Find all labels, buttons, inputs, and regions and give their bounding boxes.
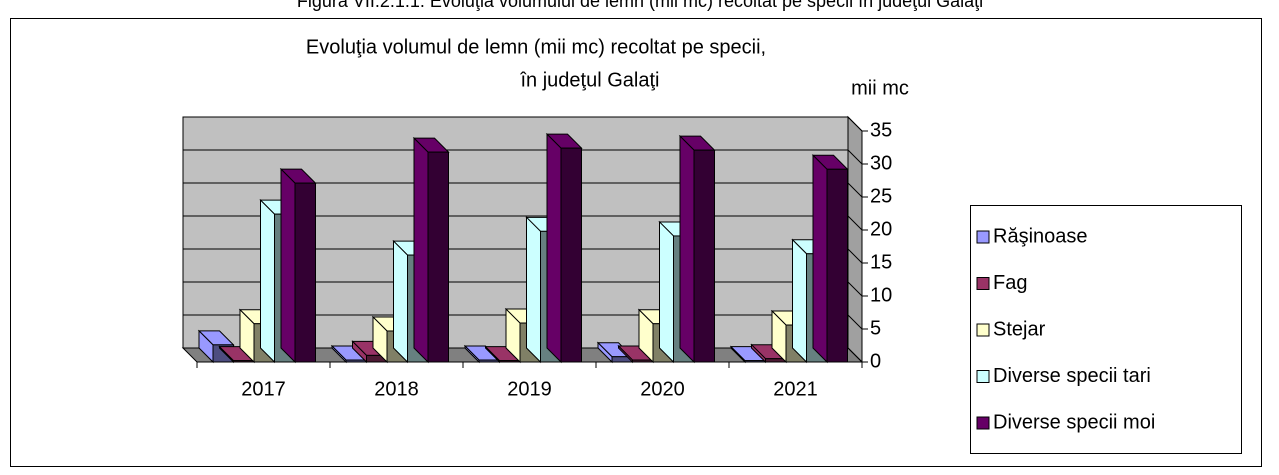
bar-front <box>826 168 848 363</box>
bar <box>545 132 583 364</box>
bar-side <box>413 136 429 364</box>
bar <box>811 154 849 364</box>
y-tick-label: 35 <box>870 119 892 141</box>
y-tick-label: 5 <box>870 317 881 339</box>
bar-side <box>280 167 296 364</box>
bar <box>463 344 501 364</box>
bar-front <box>427 151 449 363</box>
bar <box>412 136 450 364</box>
legend-swatch <box>976 416 990 430</box>
legend-label: Diverse specii moi <box>993 411 1155 433</box>
legend-swatch <box>976 230 990 244</box>
bar <box>279 167 317 364</box>
bar-side <box>526 216 541 364</box>
legend-swatch <box>976 323 990 337</box>
legend <box>970 205 1242 454</box>
y-tick-label: 30 <box>870 152 892 174</box>
y-tick-label: 25 <box>870 185 892 207</box>
legend-label: Diverse specii tari <box>993 365 1151 387</box>
legend-label: Stejar <box>993 318 1046 340</box>
grid-line <box>183 149 863 165</box>
side-wall <box>847 115 863 364</box>
chart-frame <box>10 18 1262 467</box>
legend-label: Fag <box>993 272 1027 294</box>
x-tick-label: 2021 <box>773 378 818 400</box>
bar-front <box>499 360 521 363</box>
chart-title: Evoluţia volumul de lemn (mii mc) recolt… <box>306 36 766 58</box>
x-tick-label: 2019 <box>507 378 552 400</box>
bar-front <box>744 360 766 363</box>
x-tick-label: 2020 <box>640 378 685 400</box>
y-tick-label: 0 <box>870 350 881 372</box>
bar-front <box>632 359 654 363</box>
x-tick-label: 2018 <box>374 378 419 400</box>
bar-front <box>560 147 582 363</box>
bar-side <box>792 238 807 364</box>
bar-front <box>294 182 316 363</box>
bar-front <box>478 359 500 363</box>
legend-swatch <box>976 277 990 290</box>
bar <box>678 134 716 364</box>
bar-front <box>233 360 255 363</box>
bar-front <box>345 359 367 363</box>
bar-front <box>693 149 715 363</box>
bar-side <box>659 220 674 364</box>
bar <box>750 343 788 364</box>
bar-side <box>812 154 828 364</box>
y-tick-label: 20 <box>870 218 892 240</box>
x-tick-label: 2017 <box>241 378 286 400</box>
grid-line <box>183 116 863 132</box>
bar-side <box>393 239 408 364</box>
bar-side <box>546 132 562 364</box>
chart-title: în judeţul Galaţi <box>520 69 660 91</box>
bar-side <box>679 134 695 364</box>
y-tick-label: 10 <box>870 284 892 306</box>
y-tick-label: 15 <box>870 251 892 273</box>
bar-side <box>260 198 275 364</box>
legend-swatch <box>976 370 990 383</box>
figure-caption: Figura VII.2.1.1. Evoluţia volumului de … <box>297 0 983 11</box>
axis-label: mii mc <box>851 77 909 99</box>
legend-label: Răşinoase <box>993 225 1088 247</box>
